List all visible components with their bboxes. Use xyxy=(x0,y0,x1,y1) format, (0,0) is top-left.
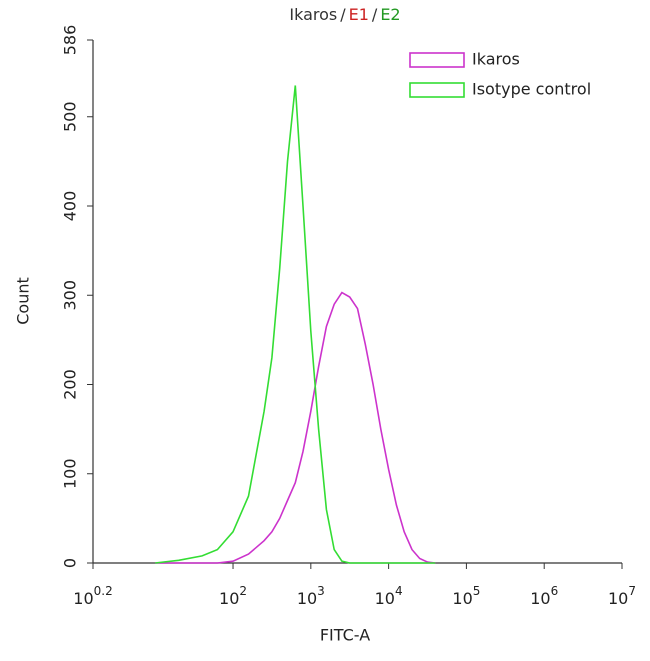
y-tick-label: 0 xyxy=(61,558,80,568)
title-part: Ikaros xyxy=(289,5,337,24)
x-tick-label: 102 xyxy=(219,584,247,608)
x-tick-label: 104 xyxy=(375,584,403,608)
chart-title: Ikaros / E1/E2 xyxy=(289,5,400,24)
title-part: E1 xyxy=(349,5,369,24)
legend-label: Isotype control xyxy=(472,80,591,99)
x-tick-label: 107 xyxy=(608,584,636,608)
legend-label: Ikaros xyxy=(472,50,520,69)
y-tick-label: 586 xyxy=(61,25,80,56)
x-tick-label: 106 xyxy=(530,584,558,608)
title-part: / xyxy=(340,5,346,24)
title-part: / xyxy=(372,5,378,24)
y-tick-label: 100 xyxy=(61,458,80,489)
histogram-line xyxy=(155,291,436,564)
y-tick-label: 300 xyxy=(61,280,80,311)
x-tick-label: 103 xyxy=(297,584,325,608)
y-tick-label: 400 xyxy=(61,191,80,222)
title-part: E2 xyxy=(380,5,400,24)
x-tick-label: 105 xyxy=(452,584,480,608)
y-tick-label: 200 xyxy=(61,369,80,400)
x-axis-label: FITC-A xyxy=(320,626,370,645)
x-tick-label: 100.2 xyxy=(73,584,112,608)
y-axis-label: Count xyxy=(14,277,33,325)
legend-swatch xyxy=(409,52,465,68)
legend-swatch xyxy=(409,82,465,98)
y-tick-label: 500 xyxy=(61,101,80,132)
histogram-line xyxy=(155,85,436,564)
